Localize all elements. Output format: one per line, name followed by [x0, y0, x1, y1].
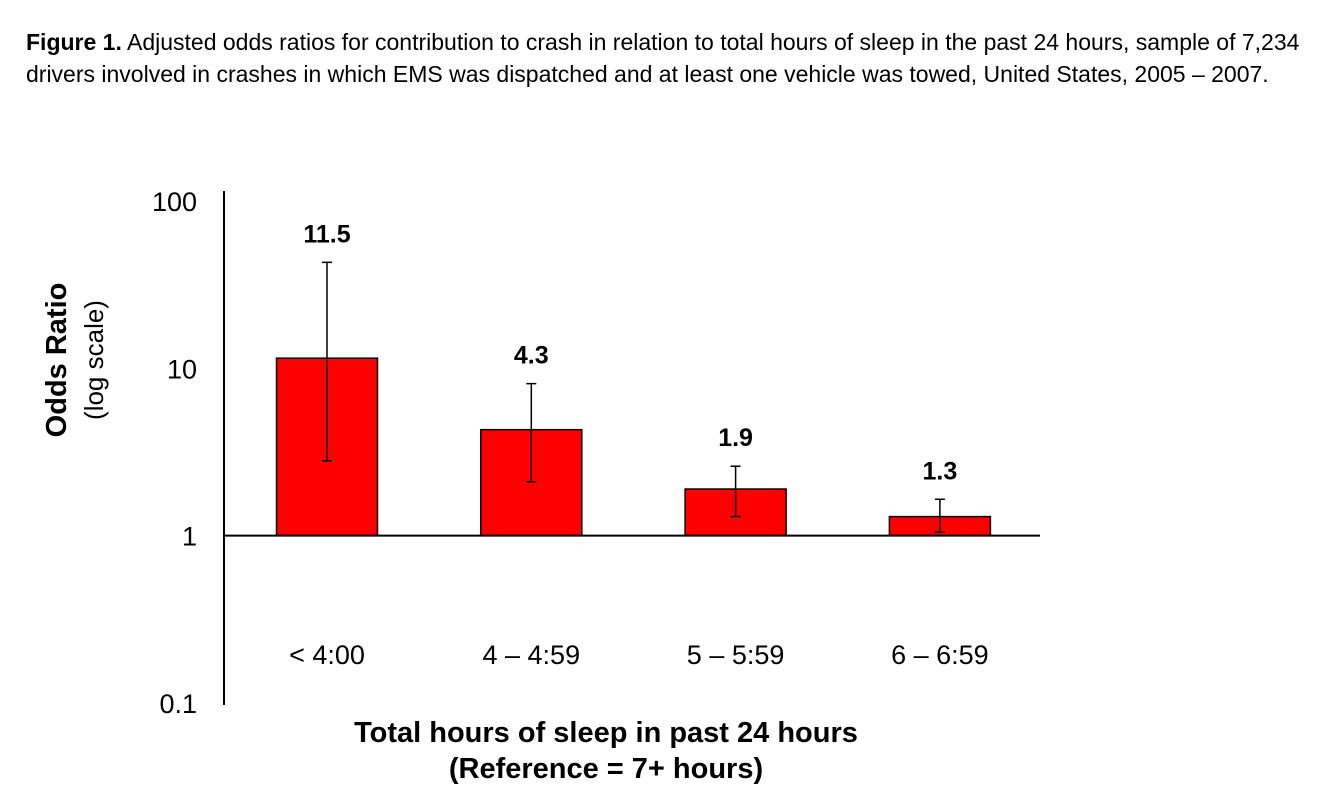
x-category-label: 4 – 4:59	[483, 640, 581, 670]
y-tick-label: 0.1	[159, 689, 197, 719]
x-category-label: 6 – 6:59	[891, 640, 989, 670]
value-label: 1.3	[923, 457, 958, 485]
x-axis-title: Total hours of sleep in past 24 hours	[354, 717, 858, 749]
figure-label: Figure 1.	[26, 29, 122, 55]
error-bars	[322, 261, 945, 533]
error-bar	[526, 382, 537, 483]
y-tick-label: 1	[182, 522, 197, 552]
y-tick-label: 10	[167, 354, 197, 384]
error-bar	[322, 261, 332, 462]
x-axis-subtitle: (Reference = 7+ hours)	[449, 753, 763, 785]
error-bar	[730, 465, 741, 518]
figure-caption-text: Adjusted odds ratios for contribution to…	[26, 29, 1300, 87]
y-axis-title: Odds Ratio	[41, 283, 73, 438]
value-label: 4.3	[514, 342, 549, 370]
x-category-label: 5 – 5:59	[687, 640, 785, 670]
value-label: 1.9	[718, 424, 753, 452]
y-axis-subtitle: (log scale)	[79, 300, 109, 420]
figure-caption: Figure 1. Adjusted odds ratios for contr…	[26, 26, 1316, 90]
bars	[275, 357, 992, 537]
x-category-label: < 4:00	[289, 640, 365, 670]
value-label: 11.5	[303, 220, 350, 248]
value-labels: 11.5 4.3 1.9 1.3	[303, 220, 957, 485]
y-tick-labels: 100 10 1 0.1	[152, 187, 197, 719]
x-category-labels: < 4:00 4 – 4:59 5 – 5:59 6 – 6:59	[289, 640, 989, 670]
y-tick-label: 100	[152, 187, 197, 217]
error-bar	[934, 498, 945, 533]
